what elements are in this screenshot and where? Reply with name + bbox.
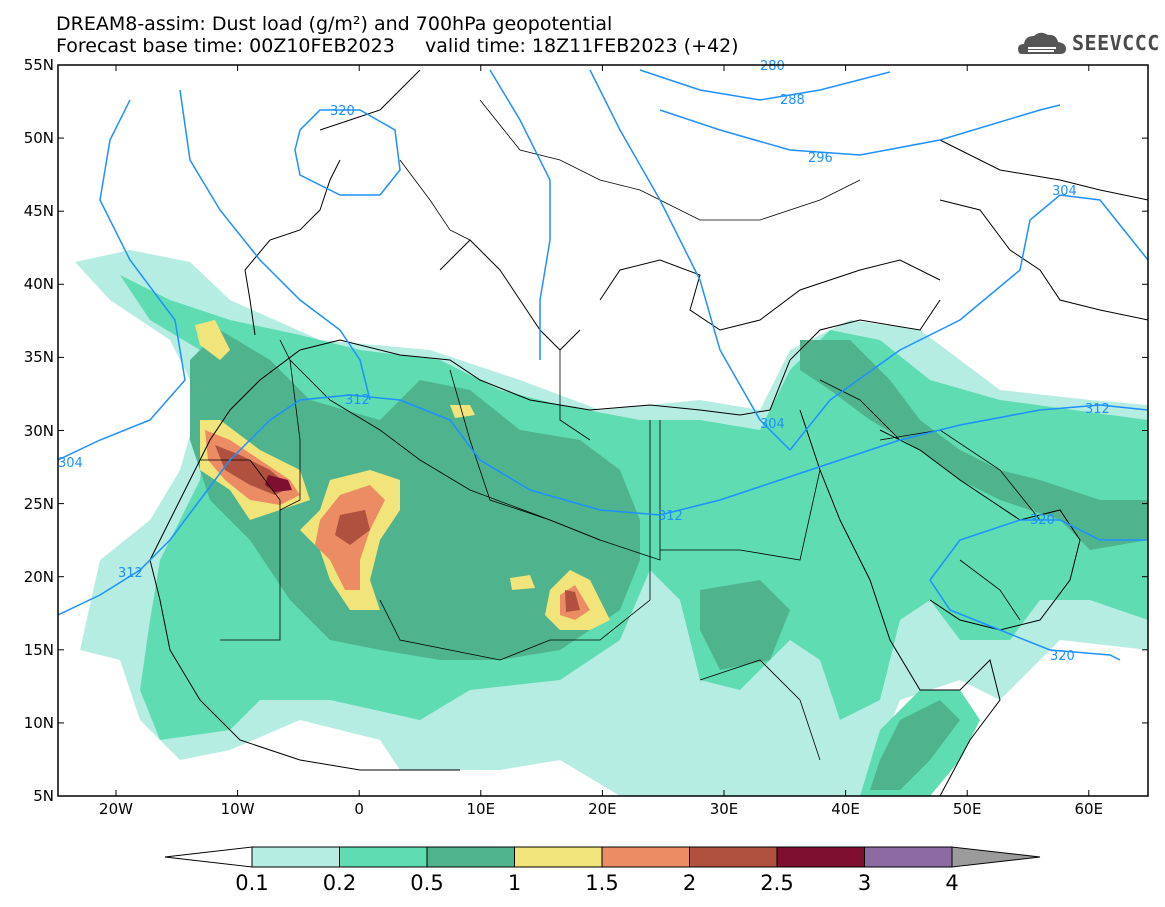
colorbar-swatch — [689, 846, 778, 868]
contour-label-304-b: 304 — [760, 417, 785, 432]
colorbar-swatch — [601, 846, 690, 868]
contour-label-296: 296 — [808, 151, 833, 166]
colorbar-label: 2 — [682, 871, 697, 895]
colorbar-min-triangle — [164, 846, 253, 868]
coastlines — [149, 69, 1148, 796]
lon-label: 0 — [354, 800, 364, 818]
contour-label-312-b: 312 — [658, 509, 683, 524]
colorbar-swatch — [339, 846, 428, 868]
colorbar-label: 1 — [507, 871, 522, 895]
geopotential-contours — [58, 65, 1148, 661]
contour-label-320-c: 320 — [1050, 649, 1075, 664]
colorbar-label: 0.5 — [410, 871, 444, 895]
colorbar-label: 3 — [857, 871, 872, 895]
contour-label-320-b: 320 — [1030, 513, 1055, 528]
colorbar-swatch — [864, 846, 953, 868]
contour-labels: 280 288 296 304 312 320 304 312 312 320 … — [58, 59, 1110, 664]
lat-label: 30N — [23, 421, 54, 440]
contour-label-288: 288 — [780, 93, 805, 108]
lat-label: 50N — [23, 129, 54, 148]
colorbar-label: 4 — [945, 871, 959, 895]
map-title: DREAM8-assim: Dust load (g/m²) and 700hP… — [56, 13, 613, 35]
lat-label: 40N — [23, 275, 54, 294]
contour-label-304: 304 — [1052, 184, 1077, 199]
colorbar-max-triangle — [951, 846, 1041, 868]
colorbar-swatch — [426, 846, 515, 868]
colorbar-swatch — [251, 846, 340, 868]
lon-label: 60E — [1074, 800, 1104, 818]
lat-label: 45N — [23, 202, 54, 221]
contour-label-280: 280 — [760, 59, 785, 74]
dust-load-shading — [75, 250, 1148, 796]
lat-label: 5N — [33, 787, 54, 805]
lon-label: 40E — [831, 800, 860, 818]
contour-label-320: 320 — [330, 104, 355, 119]
lon-label: 30E — [709, 800, 739, 818]
seevccc-cloud-logo-icon — [1018, 32, 1066, 54]
lat-label: 20N — [23, 567, 54, 586]
contour-label-312-c: 312 — [118, 566, 143, 581]
lon-label: 10W — [220, 800, 255, 818]
colorbar-swatch — [514, 846, 603, 868]
lon-label: 20E — [588, 800, 617, 818]
lon-label: 10E — [466, 800, 496, 818]
lat-label: 35N — [23, 348, 54, 367]
axis-ticks — [58, 64, 1148, 797]
contour-label-312: 312 — [345, 393, 370, 408]
contour-label-312-d: 312 — [1085, 402, 1110, 417]
colorbar-label: 0.2 — [322, 871, 357, 895]
colorbar-label: 1.5 — [585, 871, 619, 895]
colorbar-swatch — [776, 846, 865, 868]
lat-label: 10N — [23, 713, 54, 732]
logo-text: SEEVCCC — [1072, 31, 1160, 55]
lat-label: 55N — [23, 56, 54, 74]
lat-label: 15N — [23, 640, 54, 659]
country-borders — [200, 99, 1041, 761]
colorbar-label: 0.1 — [235, 871, 269, 895]
colorbar — [164, 846, 1041, 868]
colorbar-label: 2.5 — [760, 871, 794, 895]
forecast-time-line: Forecast base time: 00Z10FEB2023 valid t… — [56, 35, 739, 57]
contour-label-304-c: 304 — [58, 456, 83, 471]
lon-label: 50E — [952, 800, 982, 818]
lon-label: 20W — [99, 800, 133, 818]
lat-label: 25N — [23, 494, 54, 513]
